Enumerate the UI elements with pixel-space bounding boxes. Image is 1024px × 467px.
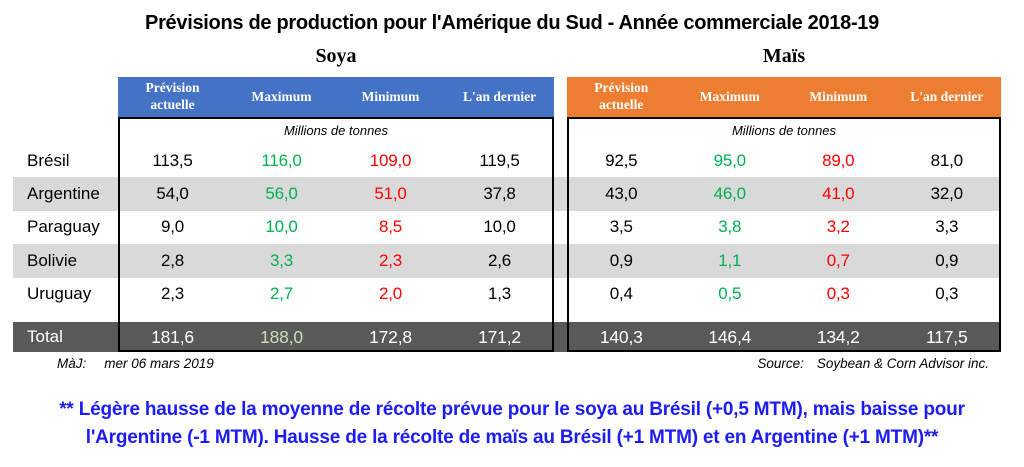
mais-value-cell: 95,0: [713, 150, 746, 170]
mais-total-cell: 134,2: [816, 326, 860, 347]
row-label: Bolivie: [27, 250, 78, 270]
update-info: MàJ: mer 06 mars 2019: [57, 356, 214, 371]
mais-value-cell: 89,0: [822, 150, 855, 170]
soya-value-cell: 1,3: [487, 284, 512, 304]
table-row: Brésil 113,5 116,0 109,0 119,5 92,5 95,0 89,0 81…: [13, 144, 1001, 177]
source-info: Source: Soybean & Corn Advisor inc.: [757, 356, 989, 371]
mais-col-header-minimum: Minimum: [809, 88, 868, 104]
table-row: Paraguay 9,0 10,0 8,5 10,0 3,5 3,8 3,2 3,3: [13, 211, 1001, 244]
soya-total-cell: 188,0: [260, 326, 303, 347]
soya-total-cell: 171,2: [478, 326, 521, 347]
row-label: Argentine: [27, 184, 100, 204]
soya-value-cell: 2,0: [378, 284, 403, 304]
row-label: Uruguay: [27, 284, 92, 304]
mais-value-cell: 0,9: [609, 250, 633, 270]
mais-value-cell: 0,3: [826, 284, 850, 304]
soya-value-cell: 37,8: [483, 184, 516, 204]
production-table: Prévision actuelle Maximum Minimum L'an …: [13, 77, 1001, 377]
soya-total-cell: 181,6: [151, 326, 194, 347]
soya-value-cell: 119,5: [479, 150, 520, 170]
soya-value-cell: 56,0: [265, 184, 298, 204]
soya-value-cell: 116,0: [261, 150, 302, 170]
soya-unit-label: Millions de tonnes: [283, 123, 389, 138]
section-title-soya: Soya: [315, 45, 357, 67]
update-label: MàJ:: [57, 356, 87, 371]
mais-value-cell: 0,9: [935, 250, 959, 270]
mais-value-cell: 81,0: [930, 150, 963, 170]
soya-value-cell: 3,3: [269, 250, 294, 270]
commentary-note: ** Légère hausse de la moyenne de récolt…: [12, 396, 1012, 452]
mais-value-cell: 41,0: [822, 184, 855, 204]
soya-value-cell: 9,0: [160, 217, 185, 237]
row-label: Paraguay: [27, 217, 100, 237]
mais-total-cell: 146,4: [708, 326, 752, 347]
update-date: mer 06 mars 2019: [104, 356, 214, 371]
soya-total-cell: 172,8: [369, 326, 412, 347]
source-value: Soybean & Corn Advisor inc.: [816, 356, 989, 371]
soya-col-header-maximum: Maximum: [251, 88, 312, 104]
mais-total-cell: 117,5: [926, 326, 968, 347]
soya-value-cell: 10,0: [265, 217, 298, 237]
total-row: Total 181,6 188,0 172,8 171,2 140,3 146,4 134,2…: [13, 322, 1001, 352]
soya-value-cell: 2,8: [160, 250, 185, 270]
mais-value-cell: 0,3: [935, 284, 959, 304]
soya-value-cell: 10,0: [483, 217, 516, 237]
soya-value-cell: 8,5: [378, 217, 403, 237]
mais-value-cell: 1,1: [718, 250, 742, 270]
soya-value-cell: 51,0: [374, 184, 407, 204]
soya-col-header-lastyear: L'an dernier: [462, 88, 537, 104]
mais-value-cell: 46,0: [713, 184, 746, 204]
mais-value-cell: 3,3: [935, 217, 959, 237]
commentary-line-2: l'Argentine (-1 MTM). Hausse de la récol…: [85, 427, 939, 448]
mais-value-cell: 0,5: [718, 284, 742, 304]
mais-unit-label: Millions de tonnes: [731, 123, 837, 138]
source-label: Source:: [757, 356, 804, 371]
soya-header-row: Prévision actuelle Maximum Minimum L'an …: [118, 77, 554, 117]
table-footer: MàJ: mer 06 mars 2019 Source: Soybean & …: [13, 356, 1001, 371]
mais-value-cell: 43,0: [605, 184, 638, 204]
mais-value-cell: 32,0: [930, 184, 963, 204]
table-body: Brésil 113,5 116,0 109,0 119,5 92,5 95,0 89,0 81…: [13, 144, 1001, 311]
soya-value-cell: 113,5: [152, 150, 193, 170]
section-title-mais: Maïs: [762, 45, 806, 67]
soya-value-cell: 2,7: [269, 284, 294, 304]
row-label: Brésil: [27, 150, 70, 170]
mais-total-cell: 140,3: [599, 326, 643, 347]
mais-col-header-maximum: Maximum: [699, 88, 760, 104]
soya-value-cell: 2,6: [487, 250, 512, 270]
mais-value-cell: 3,5: [609, 217, 633, 237]
soya-value-cell: 2,3: [378, 250, 403, 270]
soya-value-cell: 54,0: [156, 184, 189, 204]
soya-col-header-minimum: Minimum: [361, 88, 420, 104]
mais-value-cell: 92,5: [605, 150, 638, 170]
mais-col-header-lastyear: L'an dernier: [910, 88, 984, 104]
soya-value-cell: 2,3: [160, 284, 185, 304]
mais-col-header-forecast: Prévision actuelle: [594, 80, 649, 112]
table-row: Uruguay 2,3 2,7 2,0 1,3 0,4 0,5 0,3 0,3: [13, 278, 1001, 311]
page-title: Prévisions de production pour l'Amérique…: [145, 12, 879, 34]
table-row: Argentine 54,0 56,0 51,0 37,8 43,0 46,0 41,0 32,…: [13, 177, 1001, 211]
table-row: Bolivie 2,8 3,3 2,3 2,6 0,9 1,1 0,7 0,9: [13, 244, 1001, 278]
mais-value-cell: 0,7: [826, 250, 850, 270]
commentary-line-1: ** Légère hausse de la moyenne de récolt…: [59, 399, 965, 420]
mais-header-row: Prévision actuelle Maximum Minimum L'an …: [567, 77, 1001, 117]
soya-value-cell: 109,0: [369, 150, 412, 170]
mais-value-cell: 3,8: [718, 217, 742, 237]
soya-col-header-forecast: Prévision actuelle: [145, 80, 200, 112]
mais-value-cell: 3,2: [826, 217, 850, 237]
mais-value-cell: 0,4: [609, 284, 633, 304]
total-label: Total: [27, 327, 63, 346]
